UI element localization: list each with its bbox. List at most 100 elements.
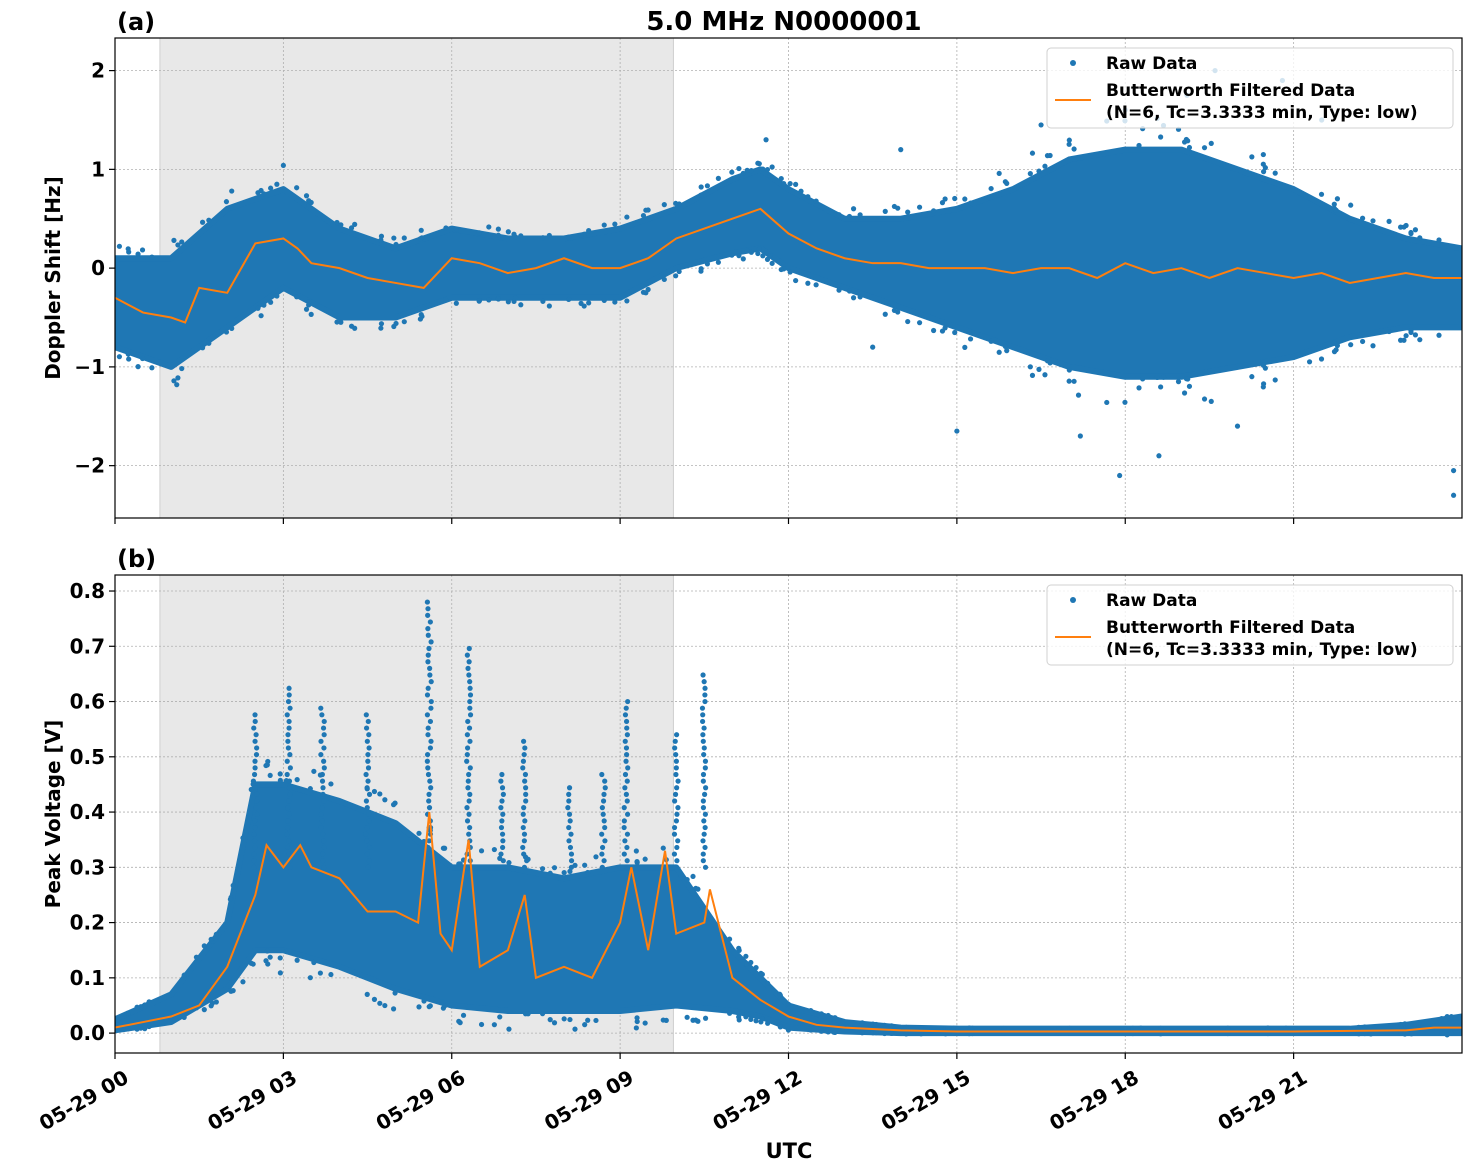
raw-data-point [1417,337,1423,343]
raw-data-point [254,791,260,797]
raw-data-point [465,665,471,671]
raw-data-point [566,838,572,844]
x-tick-label: 05-29 09 [540,1065,638,1135]
raw-data-point [702,824,708,831]
raw-data-point [377,1000,383,1006]
raw-data-point [765,980,771,986]
raw-data-point [465,718,471,725]
raw-data-point [1362,1030,1368,1037]
raw-data-point [520,758,527,764]
raw-data-point [593,1017,599,1024]
raw-data-point [427,745,433,751]
raw-data-point [265,758,271,765]
raw-data-point [1333,207,1339,213]
raw-data-point [319,805,325,811]
raw-data-point [522,771,529,778]
raw-data-point [698,184,704,190]
raw-data-point [1370,343,1376,349]
raw-data-point [498,851,504,857]
raw-data-point [671,831,678,837]
raw-data-point [600,811,606,817]
raw-data-point [252,824,258,831]
raw-data-point [171,378,177,384]
raw-data-point [903,1031,909,1037]
raw-data-point [1370,218,1376,224]
y-tick-label: 0.0 [70,1021,105,1045]
raw-data-point [254,811,260,817]
raw-data-point [1348,202,1354,208]
raw-data-point [698,192,704,198]
raw-data-point [625,765,631,771]
raw-data-point [442,845,448,851]
raw-data-point [621,805,627,811]
raw-data-point [755,160,761,166]
raw-data-point [467,765,473,771]
raw-data-point [505,299,511,305]
raw-data-point [1436,332,1442,338]
raw-data-point [763,137,769,143]
raw-data-point [1117,472,1123,479]
raw-data-point [428,639,434,645]
raw-data-point [401,319,407,325]
raw-data-point [321,732,327,738]
raw-data-point [500,838,506,844]
raw-data-point [318,824,324,831]
raw-data-point [785,1001,792,1007]
raw-data-point [916,320,923,326]
raw-data-point [622,838,628,844]
raw-data-point [748,959,754,966]
raw-data-point [287,765,293,771]
raw-data-point [465,785,471,791]
raw-data-point [873,1030,879,1036]
raw-data-point [1368,1031,1374,1037]
raw-data-point [252,818,258,824]
raw-data-point [248,786,254,793]
raw-data-point [1318,191,1325,197]
raw-data-point [777,992,783,998]
raw-data-point [213,999,219,1005]
raw-data-point [319,778,326,784]
raw-data-point [715,259,721,265]
raw-data-point [401,235,407,241]
raw-data-point [425,632,431,638]
raw-data-point [942,196,948,202]
raw-data-point [253,798,260,804]
raw-data-point [916,204,923,210]
legend-filtered-params: (N=6, Tc=3.3333 min, Type: low) [1106,640,1418,660]
legend-raw-marker [1070,60,1076,66]
raw-data-point [199,219,206,225]
raw-data-point [318,811,324,817]
raw-data-point [464,745,471,751]
raw-data-point [675,805,681,811]
raw-data-point [277,771,283,777]
raw-data-point [988,338,994,344]
raw-data-point [693,1017,699,1023]
raw-data-point [311,959,317,966]
raw-data-point [521,838,527,844]
raw-data-point [781,181,787,187]
raw-data-point [599,771,605,778]
raw-data-point [464,758,470,764]
y-tick-label: 0.3 [70,855,105,879]
raw-data-point [787,269,793,275]
raw-data-point [623,751,630,758]
raw-data-point [443,225,449,231]
raw-data-point [740,256,746,262]
raw-data-point [277,970,283,976]
raw-data-point [390,802,397,808]
raw-data-point [551,1020,558,1026]
raw-data-point [520,765,526,771]
raw-data-point [426,838,432,844]
raw-data-point [284,844,291,851]
raw-data-point [1448,1014,1454,1020]
raw-data-point [320,791,326,797]
raw-data-point [701,745,707,751]
raw-data-point [715,175,721,181]
raw-data-point [442,1003,448,1009]
raw-data-point [673,758,679,764]
raw-data-point [740,170,746,176]
raw-data-point [1249,374,1255,380]
raw-data-point [895,205,901,211]
raw-data-point [1359,215,1366,221]
raw-data-point [321,745,327,751]
